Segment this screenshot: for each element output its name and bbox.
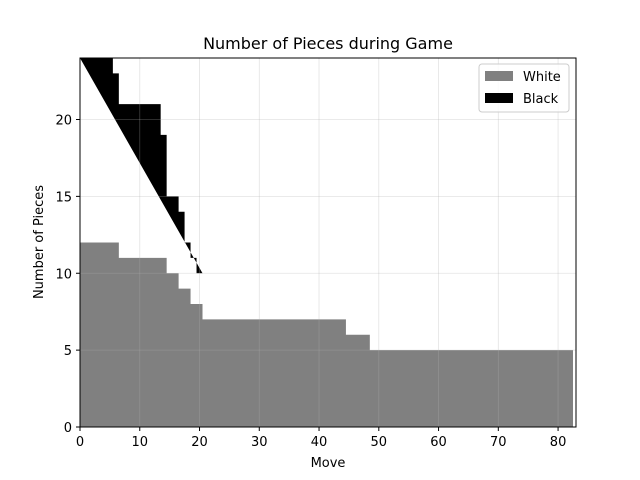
y-tick-label: 20 [55,114,72,129]
y-tick-label: 5 [64,344,72,359]
legend-swatch-white [485,71,513,81]
plot-area [80,58,574,427]
x-tick-label: 60 [430,435,447,450]
x-axis-label: Move [311,456,346,471]
x-tick-label: 70 [490,435,507,450]
grid-lines [79,58,576,428]
x-tick-label: 0 [76,435,84,450]
axes-frame [79,57,577,428]
area-white [80,242,574,427]
y-tick-label: 0 [64,421,72,436]
x-axis-ticks: 0 10 20 30 40 50 60 70 80 [76,427,566,450]
y-tick-label: 15 [55,190,72,205]
legend-label-black: Black [523,92,559,107]
chart-title: Number of Pieces during Game [203,34,453,53]
y-tick-label: 10 [55,267,72,282]
legend-swatch-black [485,93,513,103]
area-black [80,58,203,274]
y-axis-label: Number of Pieces [32,185,47,299]
legend: White Black [478,63,570,113]
x-tick-label: 50 [371,435,388,450]
x-tick-label: 10 [131,435,148,450]
x-tick-label: 20 [191,435,208,450]
x-tick-label: 30 [251,435,268,450]
y-axis-ticks: 0 5 10 15 20 [55,114,80,436]
x-tick-label: 40 [311,435,328,450]
legend-label-white: White [523,70,561,85]
x-tick-label: 80 [550,435,567,450]
